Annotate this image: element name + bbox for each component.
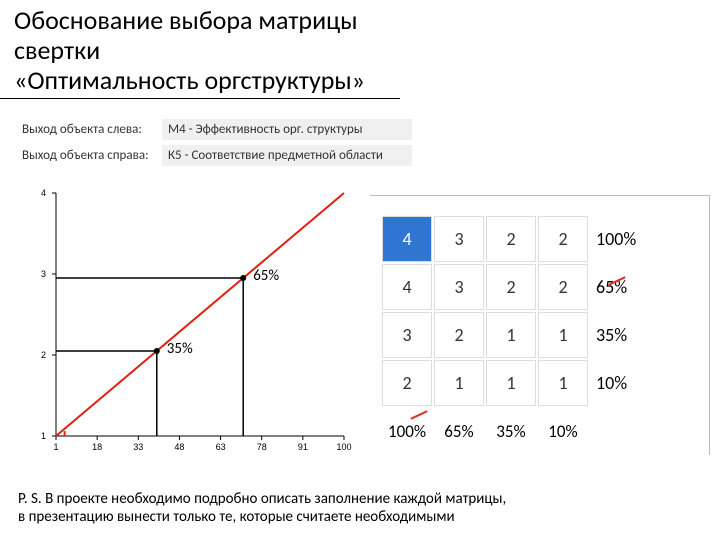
svg-text:3: 3 bbox=[41, 269, 46, 279]
matrix-row-pct: 10% bbox=[590, 360, 640, 406]
matrix-cell[interactable]: 4 bbox=[382, 264, 432, 310]
svg-text:35%: 35% bbox=[167, 340, 193, 358]
matrix-col-pct: 100% bbox=[382, 408, 432, 454]
footer-note: P. S. В проекте необходимо подробно опис… bbox=[18, 490, 678, 526]
svg-text:100: 100 bbox=[336, 442, 351, 452]
svg-text:18: 18 bbox=[92, 442, 102, 452]
table-row: 211110% bbox=[382, 360, 640, 406]
matrix-cell[interactable]: 1 bbox=[538, 312, 588, 358]
matrix-col-pct: 65% bbox=[434, 408, 484, 454]
page-title: Обоснование выбора матрицы свертки «Опти… bbox=[0, 0, 400, 99]
matrix-cell[interactable]: 2 bbox=[434, 312, 484, 358]
matrix-corner bbox=[590, 408, 640, 454]
param-right-label: Выход объекта справа: bbox=[22, 148, 162, 163]
svg-text:4: 4 bbox=[41, 188, 46, 198]
matrix-cell[interactable]: 3 bbox=[434, 264, 484, 310]
footer-line-1: P. S. В проекте необходимо подробно опис… bbox=[18, 490, 506, 508]
svg-text:1: 1 bbox=[41, 431, 46, 441]
svg-text:78: 78 bbox=[257, 442, 267, 452]
matrix-cell[interactable]: 1 bbox=[486, 312, 536, 358]
matrix-panel: 4322100%432265%321135%211110%100%65%35%1… bbox=[370, 195, 710, 455]
matrix-cell[interactable]: 1 bbox=[538, 360, 588, 406]
matrix-cell[interactable]: 2 bbox=[486, 264, 536, 310]
svg-text:2: 2 bbox=[41, 350, 46, 360]
matrix-cell[interactable]: 3 bbox=[382, 312, 432, 358]
svg-text:1: 1 bbox=[53, 442, 58, 452]
svg-text:33: 33 bbox=[133, 442, 143, 452]
matrix-cell[interactable]: 4 bbox=[382, 216, 432, 262]
matrix-cell[interactable]: 2 bbox=[486, 216, 536, 262]
table-row: 4322100% bbox=[382, 216, 640, 262]
table-row: 432265% bbox=[382, 264, 640, 310]
matrix-cell[interactable]: 2 bbox=[382, 360, 432, 406]
params-block: Выход объекта слева: М4 - Эффективность … bbox=[22, 117, 720, 169]
param-right-value: К5 - Соответствие предметной области bbox=[162, 145, 412, 166]
param-row-right: Выход объекта справа: К5 - Соответствие … bbox=[22, 143, 720, 169]
matrix-row-pct: 100% bbox=[590, 216, 640, 262]
svg-text:63: 63 bbox=[216, 442, 226, 452]
svg-text:91: 91 bbox=[298, 442, 308, 452]
svg-text:65%: 65% bbox=[253, 267, 279, 285]
chart-svg: 1 2 3 4 1 18 33 48 63 78 91 100 35% 65% bbox=[22, 185, 352, 460]
matrix-row-pct: 65% bbox=[590, 264, 640, 310]
matrix-table: 4322100%432265%321135%211110%100%65%35%1… bbox=[380, 214, 642, 455]
matrix-row-pct: 35% bbox=[590, 312, 640, 358]
matrix-cell[interactable]: 1 bbox=[486, 360, 536, 406]
matrix-cell[interactable]: 2 bbox=[538, 216, 588, 262]
table-row: 321135% bbox=[382, 312, 640, 358]
matrix-col-pct: 35% bbox=[486, 408, 536, 454]
chart: 1 2 3 4 1 18 33 48 63 78 91 100 35% 65% bbox=[22, 185, 352, 460]
param-left-value: М4 - Эффективность орг. структуры bbox=[162, 119, 412, 140]
title-line-2: «Оптимальность оргструктуры» bbox=[14, 64, 365, 96]
title-line-1: Обоснование выбора матрицы свертки bbox=[14, 4, 358, 66]
param-row-left: Выход объекта слева: М4 - Эффективность … bbox=[22, 117, 720, 143]
matrix-cell[interactable]: 2 bbox=[538, 264, 588, 310]
matrix-cell[interactable]: 3 bbox=[434, 216, 484, 262]
matrix-col-pct: 10% bbox=[538, 408, 588, 454]
footer-line-2: в презентацию вынести только те, которые… bbox=[18, 508, 455, 526]
svg-text:48: 48 bbox=[174, 442, 184, 452]
matrix-cell[interactable]: 1 bbox=[434, 360, 484, 406]
param-left-label: Выход объекта слева: bbox=[22, 122, 162, 137]
